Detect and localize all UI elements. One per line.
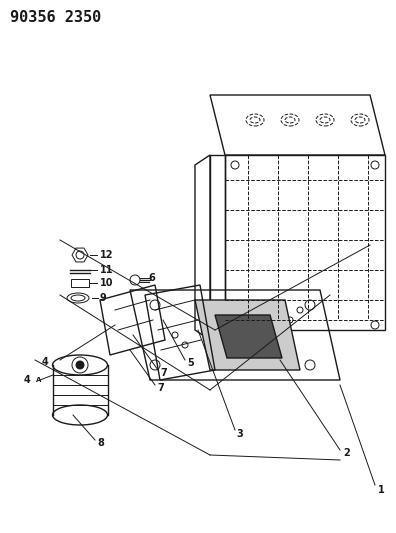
Text: 8: 8 <box>97 438 104 448</box>
Text: 3: 3 <box>236 429 243 439</box>
Polygon shape <box>195 300 300 370</box>
Polygon shape <box>215 315 282 358</box>
Text: 9: 9 <box>100 293 107 303</box>
Text: 4: 4 <box>23 375 30 385</box>
Text: 2: 2 <box>343 448 350 458</box>
Circle shape <box>76 361 84 369</box>
Text: 4: 4 <box>41 357 48 367</box>
Text: 1: 1 <box>378 485 385 495</box>
Ellipse shape <box>53 355 107 375</box>
Text: 6: 6 <box>148 273 155 283</box>
Text: 7: 7 <box>157 383 164 393</box>
Text: 90356 2350: 90356 2350 <box>10 10 101 25</box>
Text: 12: 12 <box>100 250 114 260</box>
Text: 7: 7 <box>160 368 167 378</box>
Text: 5: 5 <box>187 358 194 368</box>
Ellipse shape <box>53 405 107 425</box>
Text: 11: 11 <box>100 265 114 275</box>
Text: A: A <box>36 377 41 383</box>
Text: 10: 10 <box>100 278 114 288</box>
